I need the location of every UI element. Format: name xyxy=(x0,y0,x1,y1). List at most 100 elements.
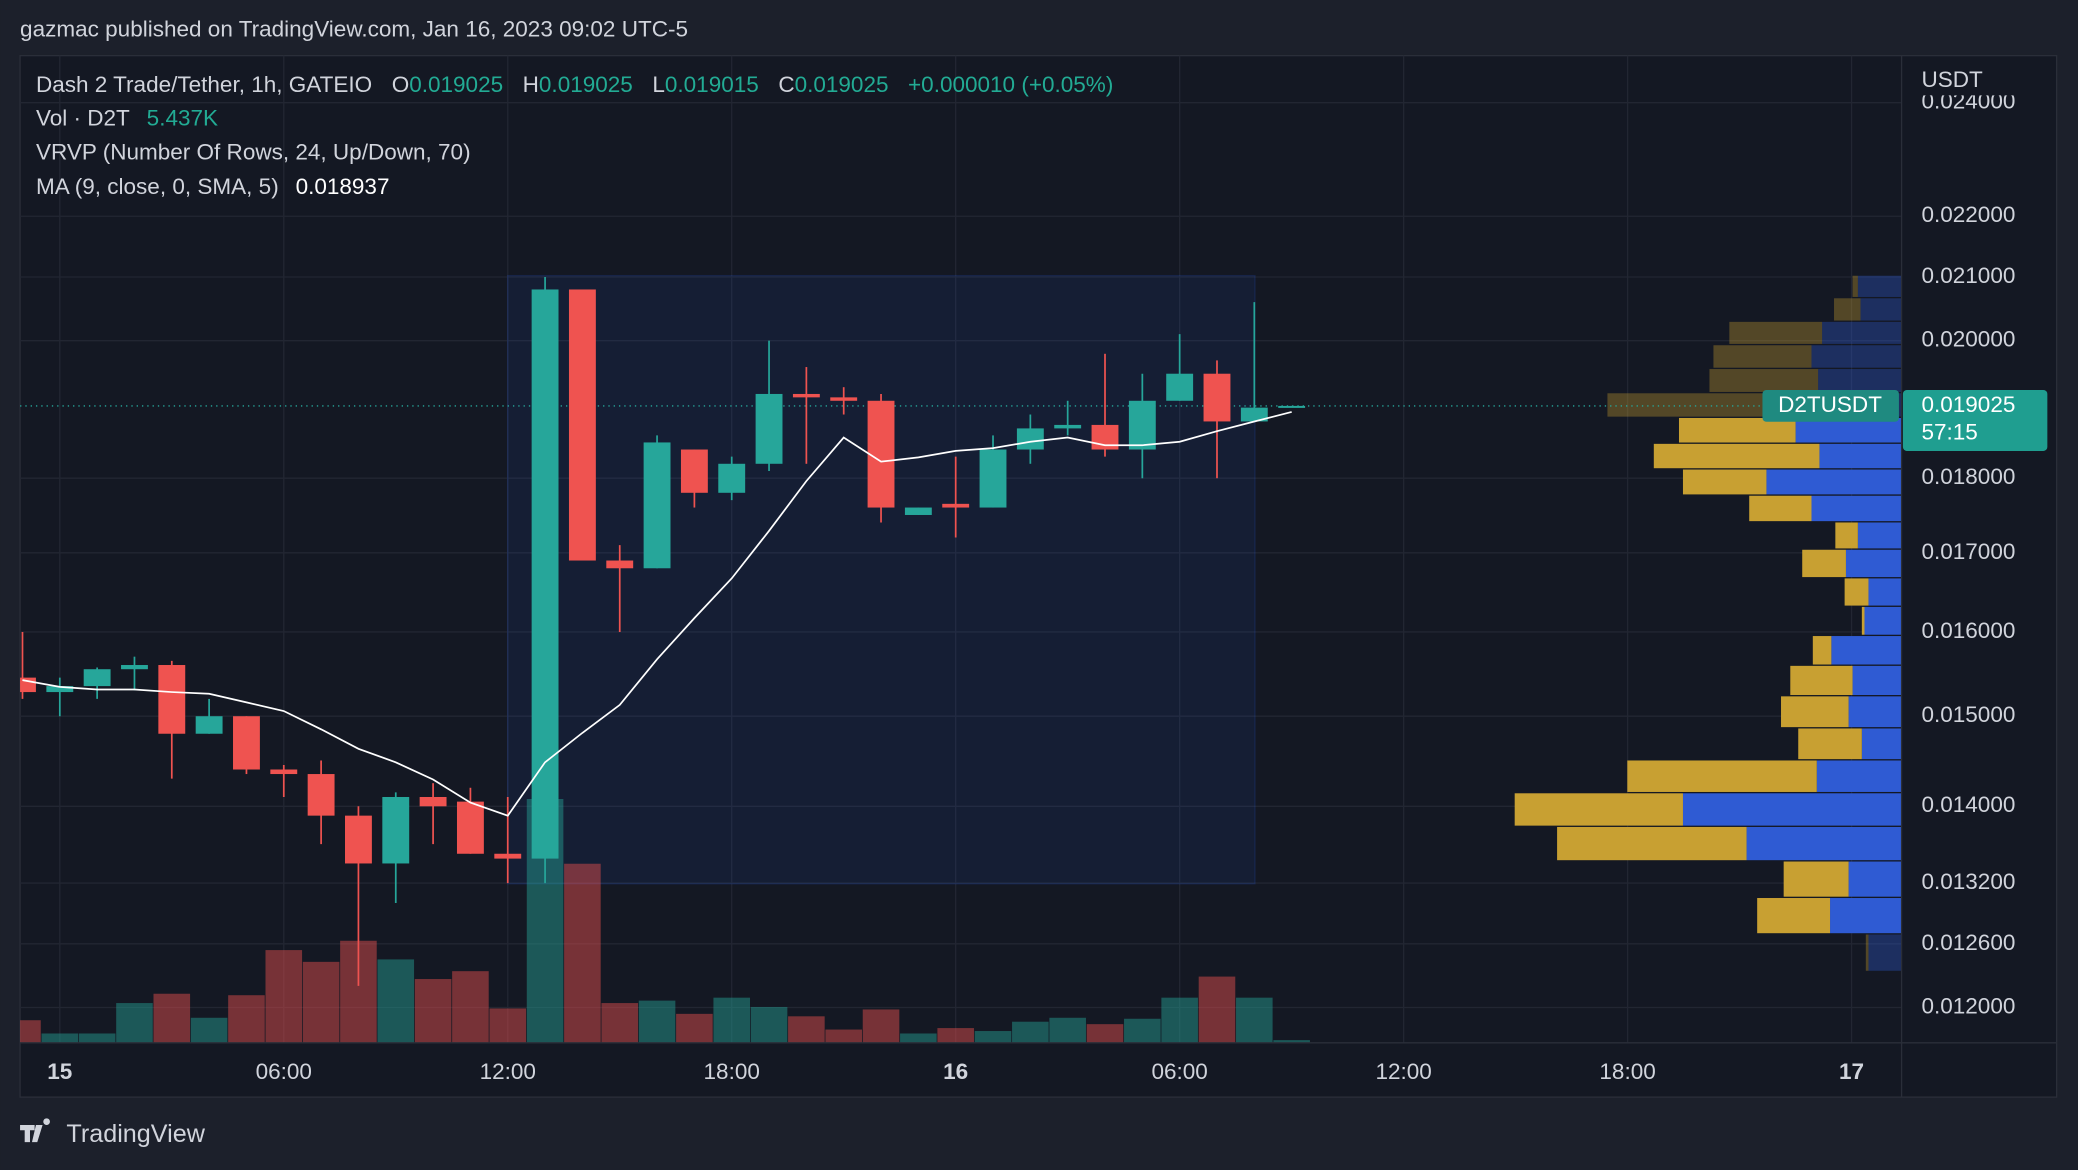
profile-up xyxy=(1816,760,1902,792)
chart-pane xyxy=(19,54,2058,1098)
y-axis: 0.024000 0.022000 0.021000 0.020000 0.018000… xyxy=(1921,95,2015,1018)
candle-body xyxy=(680,449,708,493)
candle-body xyxy=(1128,400,1156,450)
price-badge: 0.019025 xyxy=(1921,392,2015,417)
candle-body xyxy=(344,815,372,864)
profile-down xyxy=(1749,495,1812,522)
volume-bar xyxy=(676,1013,713,1043)
candle-body xyxy=(233,716,260,770)
candle-body xyxy=(195,716,223,734)
candle-body xyxy=(1240,407,1268,422)
volume-bar xyxy=(377,959,415,1043)
symbol-line: Dash 2 Trade/Tether, 1h, GATEIO O 0.01902… xyxy=(36,72,1113,97)
candle-body xyxy=(531,289,559,859)
candle-body xyxy=(867,400,895,508)
profile-up xyxy=(1795,417,1902,443)
volume-bar xyxy=(41,1033,79,1043)
profile-down xyxy=(1783,861,1849,897)
candle-body xyxy=(1278,405,1306,408)
volume-bar xyxy=(825,1029,862,1043)
legend: Dash 2 Trade/Tether, 1h, GATEIO O 0.01902… xyxy=(36,72,1113,199)
plot xyxy=(20,275,1902,1043)
ma-line xyxy=(22,411,1292,817)
y-tick-label: 0.016000 xyxy=(1921,618,2015,643)
profile-up xyxy=(1845,549,1902,578)
close-value: 0.019025 xyxy=(795,72,889,97)
profile-down xyxy=(1852,275,1858,297)
y-tick-label: 0.015000 xyxy=(1921,702,2015,727)
volume-bar xyxy=(638,1000,676,1043)
x-tick-label: 15 xyxy=(47,1059,72,1084)
volume-bar xyxy=(713,997,751,1043)
y-tick-label: 0.012600 xyxy=(1921,930,2015,955)
volume-bar xyxy=(1198,976,1236,1043)
candle-body xyxy=(904,507,932,515)
profile-up xyxy=(1819,443,1902,469)
candle-body xyxy=(830,397,858,401)
profile-down xyxy=(1682,469,1767,495)
volume-bar xyxy=(1086,1024,1124,1043)
profile-up xyxy=(1857,522,1902,549)
y-tick-label: 0.022000 xyxy=(1921,202,2015,227)
x-tick-label: 12:00 xyxy=(480,1059,536,1084)
profile-up xyxy=(1831,636,1902,665)
profile-down xyxy=(1514,793,1683,826)
y-tick-label: 0.017000 xyxy=(1921,539,2015,564)
candle-body xyxy=(942,503,970,508)
candle-body xyxy=(419,796,447,807)
candle-body xyxy=(494,853,522,859)
volume-bar xyxy=(601,1003,639,1043)
volume-bar xyxy=(265,950,303,1043)
profile-down xyxy=(1627,760,1817,792)
volume-bar xyxy=(20,1020,41,1043)
profile-up xyxy=(1868,934,1902,971)
open-label: O xyxy=(392,72,410,97)
volume-bar xyxy=(564,863,601,1043)
volume-bar xyxy=(900,1033,937,1043)
profile-down xyxy=(1865,934,1869,971)
candle-body xyxy=(83,669,111,687)
candle-body xyxy=(1054,424,1082,429)
profile-down xyxy=(1844,578,1869,606)
fixed-range-box xyxy=(507,274,1256,885)
x-tick-label: 12:00 xyxy=(1375,1059,1431,1084)
candle-body xyxy=(1203,373,1231,422)
profile-up xyxy=(1868,578,1902,606)
volume-bar xyxy=(788,1016,825,1043)
profile-up xyxy=(1864,606,1902,635)
y-tick-label: 0.013200 xyxy=(1921,869,2015,894)
candle-body xyxy=(307,774,335,816)
countdown: 57:15 xyxy=(1921,420,1977,445)
candle-body xyxy=(270,769,298,775)
profile-down xyxy=(1709,369,1819,392)
ma-line: MA (9, close, 0, SMA, 5) 0.018937 xyxy=(36,174,390,199)
profile-title: VRVP (Number Of Rows, 24, Up/Down, 70) xyxy=(36,140,471,165)
symbol: Dash 2 Trade/Tether, 1h, GATEIO xyxy=(36,72,372,97)
volume-bar xyxy=(228,995,265,1043)
volume-bar xyxy=(1236,997,1273,1043)
candle-body xyxy=(121,665,148,670)
price-badge-bg xyxy=(1902,390,2048,451)
candle-body xyxy=(606,560,634,569)
profile-up xyxy=(1848,696,1902,728)
profile-up xyxy=(1852,665,1902,696)
candle-body xyxy=(568,289,596,561)
profile-up xyxy=(1830,898,1902,934)
change-value: +0.000010 (+0.05%) xyxy=(908,72,1113,97)
profile-down xyxy=(1790,665,1853,696)
x-tick-label: 16 xyxy=(943,1059,968,1084)
x-tick-label: 18:00 xyxy=(704,1059,760,1084)
x-tick-label: 18:00 xyxy=(1599,1059,1655,1084)
candle-body xyxy=(979,449,1007,508)
candle-body xyxy=(718,463,746,493)
volume-bar xyxy=(78,1033,116,1043)
profile-up xyxy=(1766,469,1902,495)
y-tick-label: 0.012000 xyxy=(1921,993,2015,1018)
low-value: 0.019015 xyxy=(665,72,759,97)
profile-up xyxy=(1860,298,1902,321)
profile-up xyxy=(1811,345,1902,368)
profile-up xyxy=(1682,793,1902,826)
y-axis-label: USDT xyxy=(1921,67,1983,92)
